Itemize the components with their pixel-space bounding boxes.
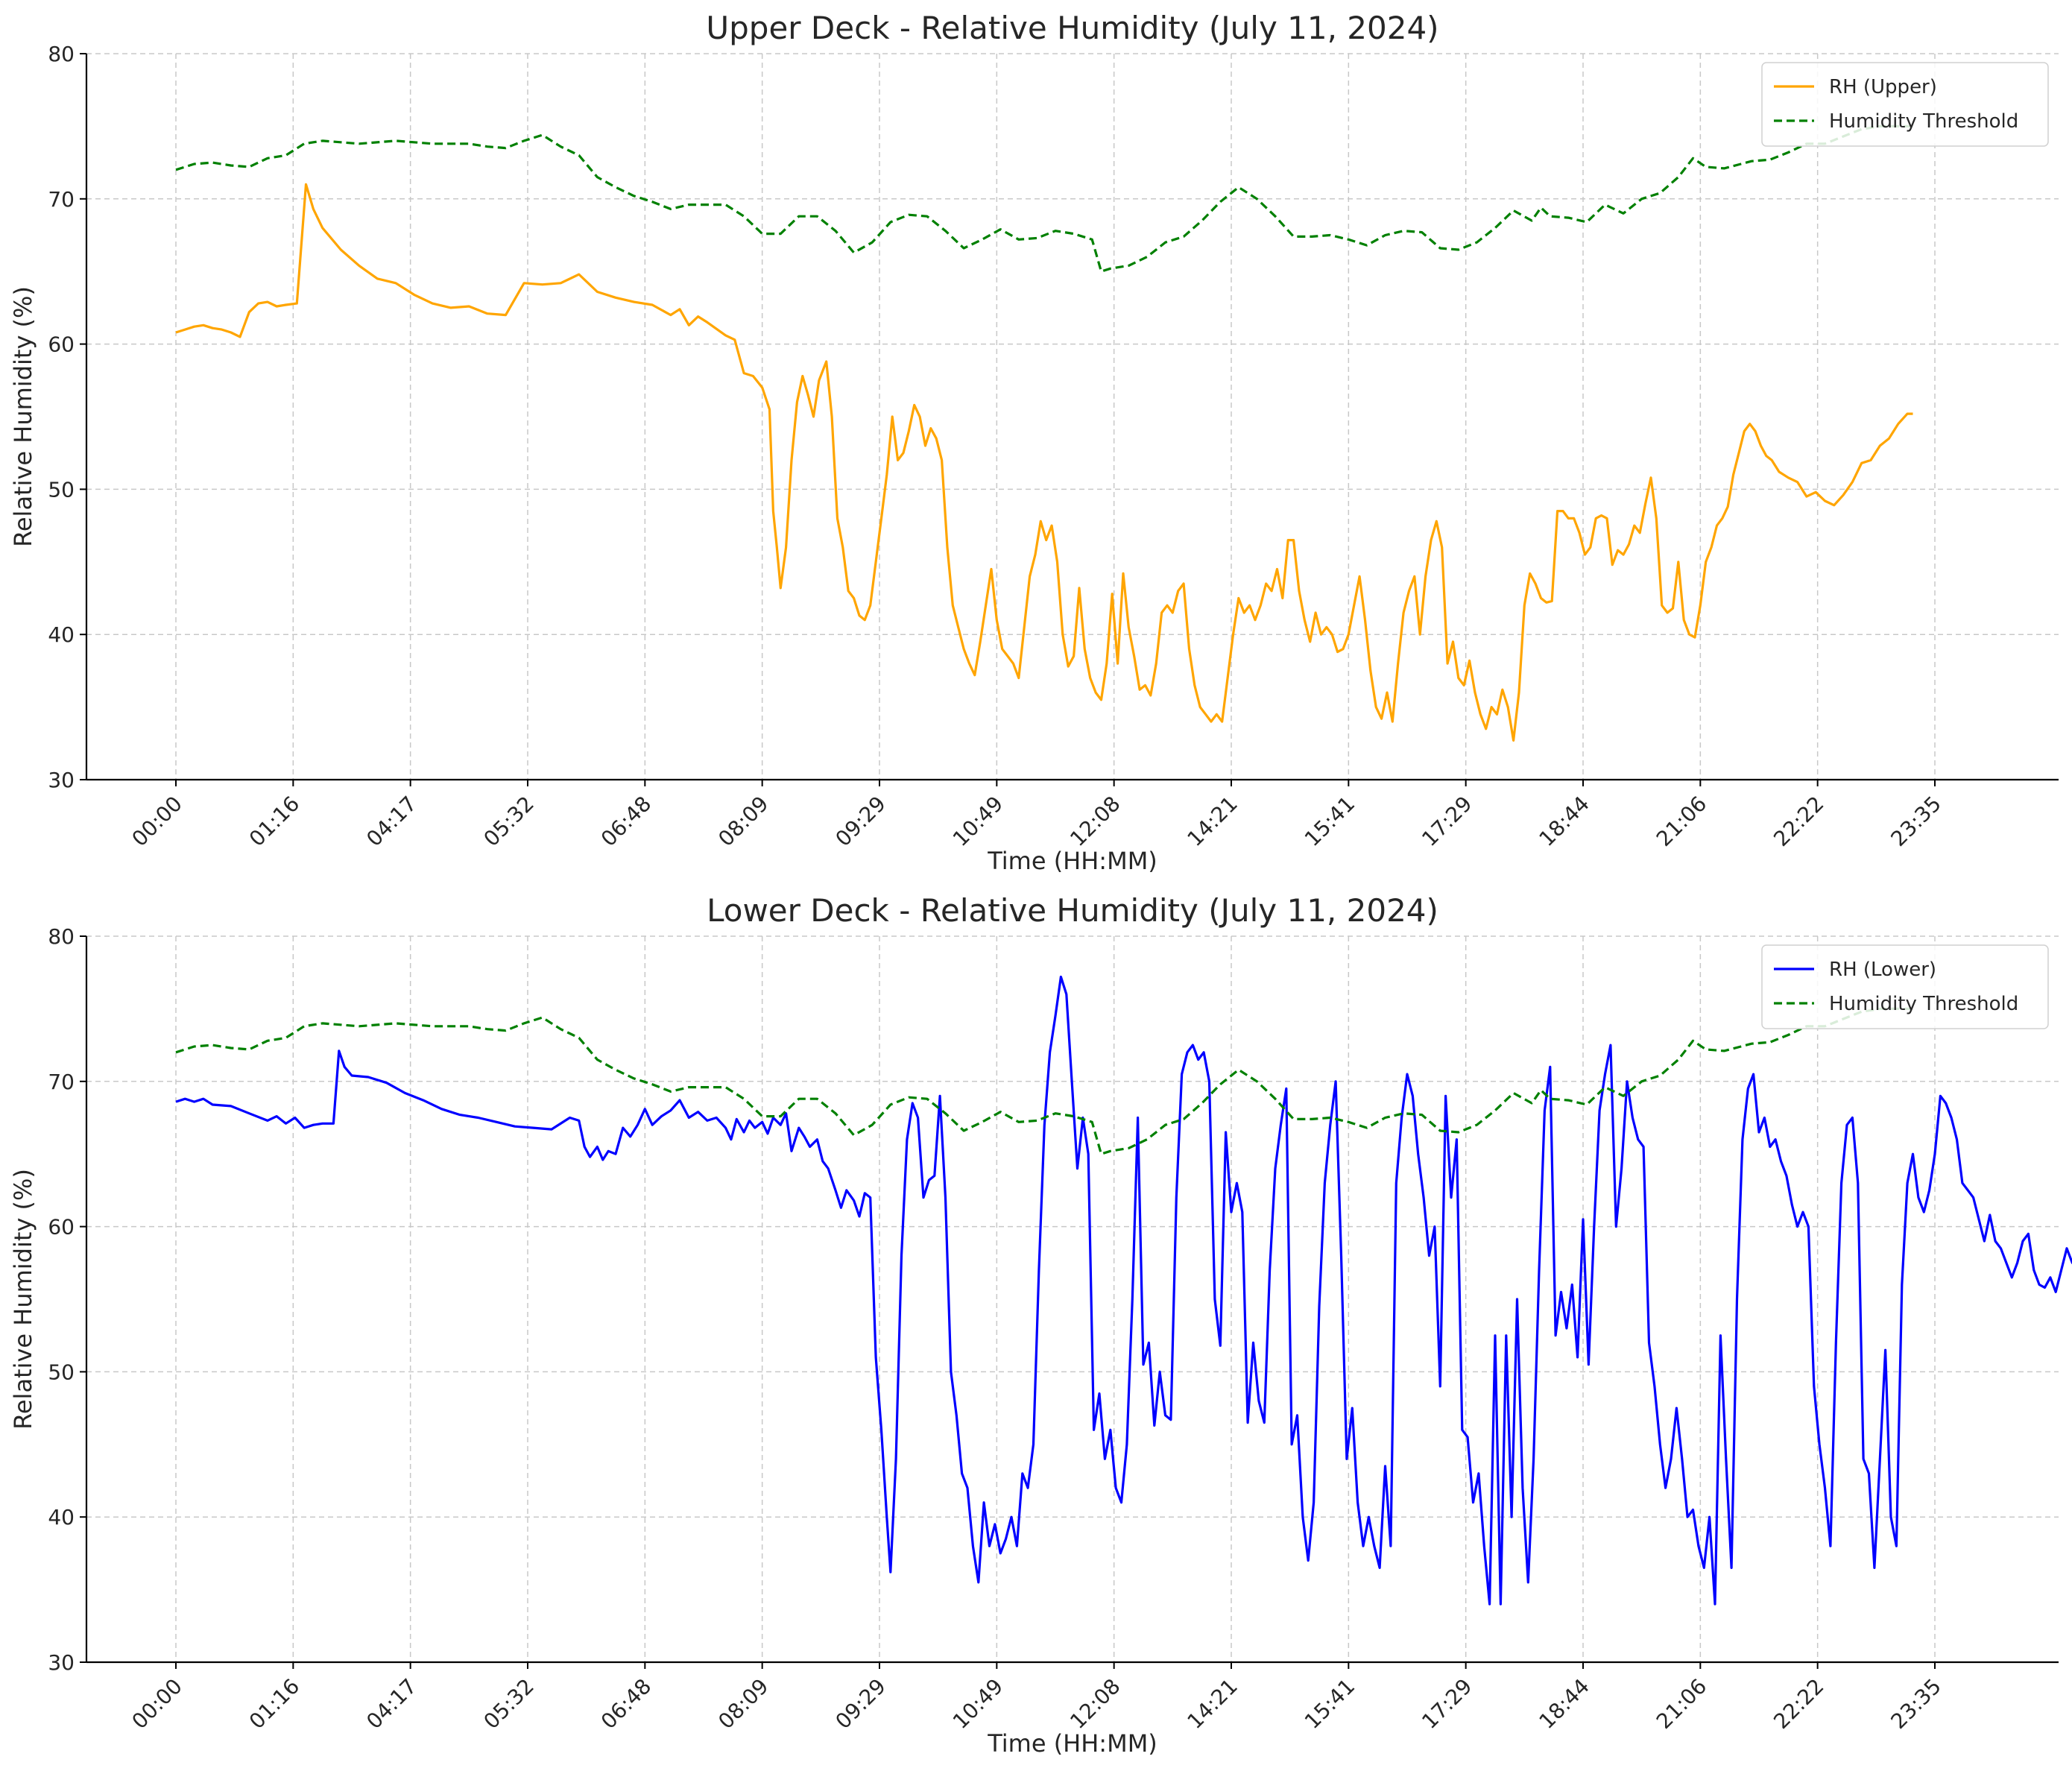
legend-label-1: RH (Lower) — [1829, 959, 1936, 981]
y-tick-label: 50 — [48, 1360, 75, 1384]
y-tick-label: 30 — [48, 1650, 75, 1675]
y-tick-label: 60 — [48, 332, 75, 357]
x-tick-label: 22:22 — [1769, 1674, 1828, 1734]
chart-title: Lower Deck - Relative Humidity (July 11,… — [707, 892, 1438, 929]
y-tick-label: 80 — [48, 924, 75, 949]
series-line-1 — [175, 183, 1913, 742]
x-tick-label: 14:21 — [1183, 1674, 1242, 1734]
x-tick-label: 14:21 — [1183, 792, 1242, 851]
x-tick-label: 00:00 — [127, 792, 187, 851]
x-tick-label: 08:09 — [713, 1674, 773, 1734]
x-tick-label: 21:06 — [1652, 1674, 1711, 1734]
y-axis-label: Relative Humidity (%) — [9, 1169, 37, 1430]
legend-box — [1761, 62, 2049, 147]
x-tick-label: 01:16 — [244, 1674, 304, 1734]
x-tick-label: 05:32 — [479, 792, 539, 851]
x-tick-label: 22:22 — [1769, 792, 1828, 851]
series-line-1 — [175, 975, 2072, 1606]
legend-label-2: Humidity Threshold — [1829, 993, 2018, 1015]
x-tick-label: 04:17 — [361, 1674, 421, 1734]
y-tick-label: 40 — [48, 622, 75, 647]
y-tick-label: 70 — [48, 1070, 75, 1094]
x-tick-label: 00:00 — [127, 1674, 187, 1734]
y-tick-label: 30 — [48, 768, 75, 792]
x-tick-label: 10:49 — [948, 1674, 1008, 1734]
x-tick-label: 06:48 — [596, 792, 656, 851]
x-tick-label: 04:17 — [361, 792, 421, 851]
x-tick-label: 12:08 — [1065, 792, 1125, 851]
chart-panel-2: Lower Deck - Relative Humidity (July 11,… — [9, 892, 2072, 1758]
y-tick-label: 50 — [48, 477, 75, 502]
legend-label-1: RH (Upper) — [1829, 76, 1937, 98]
y-tick-label: 70 — [48, 187, 75, 212]
x-tick-label: 06:48 — [596, 1674, 656, 1734]
grid — [86, 935, 2059, 1663]
series-line-2 — [175, 124, 1913, 273]
x-tick-label: 17:29 — [1417, 792, 1476, 851]
y-tick-label: 40 — [48, 1505, 75, 1530]
legend: RH (Upper) Humidity Threshold — [1761, 62, 2049, 147]
x-tick-label: 21:06 — [1652, 792, 1711, 851]
x-tick-label: 17:29 — [1417, 1674, 1476, 1734]
x-tick-label: 09:29 — [831, 1674, 891, 1734]
x-tick-label: 01:16 — [244, 792, 304, 851]
x-tick-label: 09:29 — [831, 792, 891, 851]
x-tick-label: 23:35 — [1886, 1674, 1946, 1734]
legend-box — [1761, 944, 2049, 1029]
x-tick-label: 12:08 — [1065, 1674, 1125, 1734]
x-tick-label: 15:41 — [1300, 1674, 1359, 1734]
chart-title: Upper Deck - Relative Humidity (July 11,… — [706, 10, 1438, 46]
x-tick-label: 08:09 — [713, 792, 773, 851]
series-line-2 — [175, 1007, 1913, 1155]
y-tick-label: 60 — [48, 1215, 75, 1240]
x-axis-label: Time (HH:MM) — [987, 1729, 1157, 1758]
chart-panel-1: Upper Deck - Relative Humidity (July 11,… — [9, 10, 2059, 875]
grid — [86, 53, 2059, 780]
y-axis-label: Relative Humidity (%) — [9, 286, 37, 547]
y-tick-label: 80 — [48, 42, 75, 66]
legend-label-2: Humidity Threshold — [1829, 110, 2018, 133]
x-tick-label: 05:32 — [479, 1674, 539, 1734]
legend: RH (Lower) Humidity Threshold — [1761, 944, 2049, 1029]
x-tick-label: 18:44 — [1535, 1674, 1594, 1734]
x-tick-label: 18:44 — [1535, 792, 1594, 851]
x-tick-label: 15:41 — [1300, 792, 1359, 851]
x-tick-label: 10:49 — [948, 792, 1008, 851]
x-tick-label: 23:35 — [1886, 792, 1946, 851]
x-axis-label: Time (HH:MM) — [987, 847, 1157, 875]
